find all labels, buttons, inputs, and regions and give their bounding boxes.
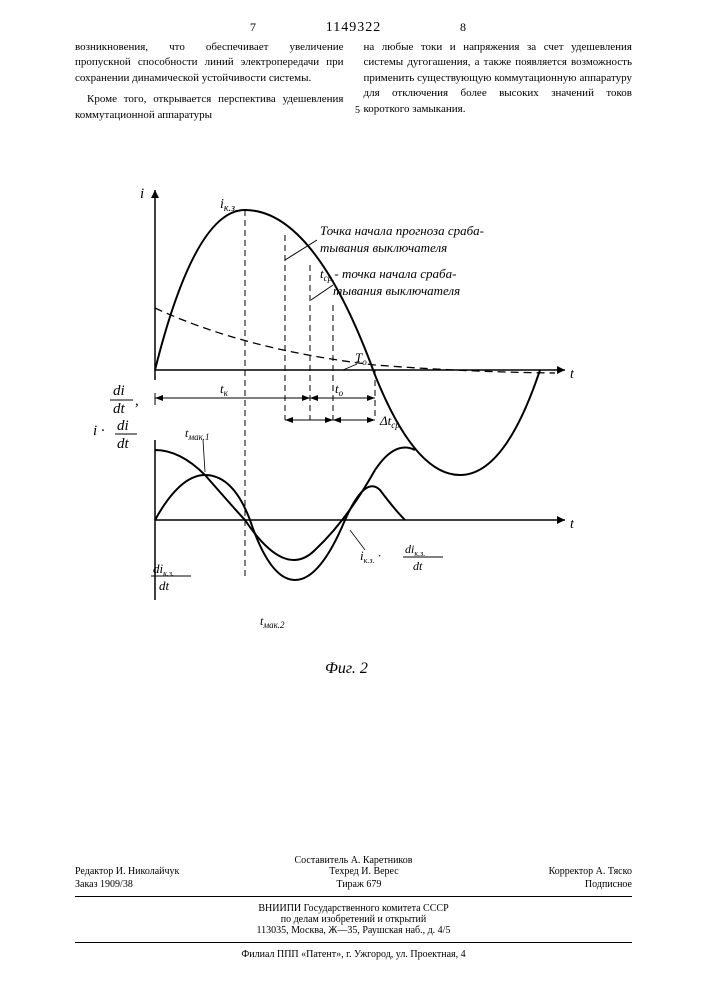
- svg-text:tмак.1: tмак.1: [185, 426, 210, 442]
- divider-icon: [75, 942, 632, 943]
- svg-text:iк.з.: iк.з.: [220, 197, 237, 214]
- svg-text:t: t: [570, 517, 575, 532]
- paragraph-2: Кроме того, открывается перспектива удеш…: [75, 92, 344, 123]
- footer-addr2: Филиал ППП «Патент», г. Ужгород, ул. Про…: [75, 949, 632, 960]
- svg-text:t: t: [570, 367, 575, 382]
- svg-text:Δtср.: Δtср.: [379, 413, 402, 430]
- svg-text:diк.з.: diк.з.: [405, 542, 425, 558]
- patent-number: 1149322: [326, 20, 381, 36]
- footer: Составитель А. Каретников Редактор И. Ни…: [75, 855, 632, 960]
- svg-text:tмак.2: tмак.2: [260, 614, 285, 630]
- footer-tirage: Тираж 679: [336, 879, 381, 890]
- footer-composer: Составитель А. Каретников: [75, 855, 632, 866]
- svg-text:Точка начала прогноза сраба-: Точка начала прогноза сраба-: [320, 223, 484, 238]
- footer-order: Заказ 1909/38: [75, 879, 133, 890]
- svg-text:,: ,: [135, 393, 139, 409]
- svg-text:diк.з.: diк.з.: [153, 561, 174, 578]
- column-left: возникновения, что обеспечивает увеличен…: [75, 40, 344, 129]
- figure-label: Фиг. 2: [325, 660, 368, 678]
- page-number-right: 8: [460, 20, 466, 35]
- footer-tech: Техред И. Верес: [329, 866, 398, 877]
- svg-text:тывания выключателя: тывания выключателя: [320, 240, 447, 255]
- svg-text:dt: dt: [159, 578, 170, 593]
- svg-text:i ·: i ·: [93, 423, 105, 439]
- footer-corrector: Корректор А. Тяско: [549, 866, 632, 877]
- svg-text:tк: tк: [220, 381, 229, 398]
- footer-org2: по делам изобретений и открытий: [75, 914, 632, 925]
- line-marker: 5: [355, 105, 360, 116]
- divider-icon: [75, 896, 632, 897]
- figure-2: i t iк.з. Точка начала прогноза сраба- т…: [85, 180, 625, 680]
- body-text: возникновения, что обеспечивает увеличен…: [75, 40, 632, 129]
- footer-subscription: Подписное: [585, 879, 632, 890]
- page-number-left: 7: [250, 20, 256, 35]
- svg-text:iк.з. ·: iк.з. ·: [360, 548, 381, 565]
- column-right: на любые токи и напряжения за счет удеше…: [364, 40, 633, 129]
- svg-text:i: i: [140, 186, 144, 202]
- svg-text:di: di: [117, 418, 129, 434]
- footer-editor: Редактор И. Николайчук: [75, 866, 179, 877]
- paragraph-3: на любые токи и напряжения за счет удеше…: [364, 40, 633, 117]
- svg-text:тывания выключателя: тывания выключателя: [333, 283, 460, 298]
- footer-org1: ВНИИПИ Государственного комитета СССР: [75, 903, 632, 914]
- svg-text:tср.- точка начала сраба-: tср.- точка начала сраба-: [320, 266, 456, 283]
- footer-addr1: 113035, Москва, Ж—35, Раушская наб., д. …: [75, 925, 632, 936]
- svg-text:dt: dt: [117, 436, 130, 452]
- paragraph-1: возникновения, что обеспечивает увеличен…: [75, 40, 344, 86]
- svg-text:dt: dt: [413, 559, 423, 573]
- svg-text:to: to: [335, 381, 344, 398]
